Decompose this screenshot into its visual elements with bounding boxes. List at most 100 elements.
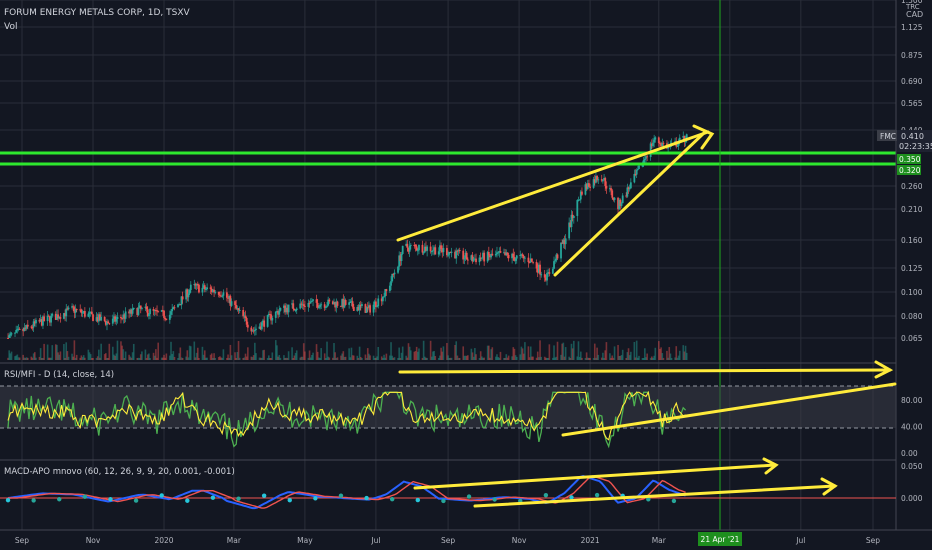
candle-body	[359, 304, 362, 307]
candle-body	[31, 327, 34, 329]
candle-body	[315, 299, 318, 303]
candle-body	[505, 252, 508, 256]
candle-body	[59, 317, 62, 319]
volume-bar	[194, 357, 197, 360]
macd-annotations[interactable]	[413, 457, 838, 508]
macd-trendline-upper[interactable]	[413, 463, 777, 490]
volume-bar	[617, 344, 619, 360]
volume-bar	[543, 356, 546, 360]
candle-body	[236, 308, 239, 310]
candle-body	[294, 310, 297, 312]
volume-bar	[621, 349, 624, 360]
volume-bar	[236, 352, 239, 360]
candle-body	[571, 214, 574, 218]
rsi-arrowhead-upper	[874, 360, 894, 379]
rsi-trendline-upper[interactable]	[398, 368, 892, 374]
candle-body	[625, 195, 628, 197]
candle-body	[563, 239, 566, 245]
volume-bar	[106, 357, 108, 360]
candle-body	[171, 309, 174, 312]
volume-bar	[626, 352, 629, 360]
volume-bar	[226, 357, 228, 360]
currency-top-label: TRC	[905, 3, 920, 11]
volume-bar	[206, 357, 208, 360]
candle-body	[415, 246, 418, 251]
candle-body	[96, 317, 99, 322]
volume-bar	[421, 357, 424, 360]
candle-body	[221, 295, 224, 297]
price-annotations[interactable]	[396, 124, 715, 277]
volume-bar	[89, 354, 92, 360]
volume-bar	[115, 353, 118, 360]
candle-body	[276, 311, 278, 313]
candle-body	[132, 308, 135, 310]
candle-body	[556, 254, 559, 259]
volume-bar	[478, 358, 481, 360]
volume-bar	[377, 346, 380, 360]
rsi-annotations[interactable]	[398, 360, 897, 437]
volume-bar	[400, 352, 403, 360]
rsi-tick-label: 0.00	[901, 449, 918, 458]
candle-body	[633, 173, 636, 183]
annotation-arrowhead	[692, 124, 715, 150]
candle-body	[65, 308, 68, 317]
volume-bar	[9, 353, 12, 360]
volume-bar	[579, 351, 582, 360]
volume-bar	[577, 341, 580, 360]
volume-bar	[429, 340, 432, 360]
candle-body	[291, 303, 293, 305]
volume-bar	[84, 357, 86, 360]
volume-bar	[449, 357, 452, 360]
volume-bar	[659, 348, 661, 360]
volume-bar	[524, 342, 526, 360]
volume-bar	[401, 346, 404, 360]
volume-bar	[178, 353, 180, 360]
annotation-trendline-upper[interactable]	[396, 130, 710, 242]
volume-bar	[250, 356, 253, 360]
volume-bar	[157, 342, 160, 360]
candle-body	[309, 301, 312, 304]
candle-body	[652, 142, 654, 146]
last-price-tag: 0.410	[901, 132, 924, 141]
volume-bar	[120, 341, 122, 360]
volume-bar	[148, 353, 150, 360]
cursor-date-tag: 21 Apr '21	[701, 535, 740, 544]
volume-bar	[188, 345, 191, 360]
candle-body	[569, 222, 572, 228]
volume-bar	[279, 357, 282, 360]
volume-bar	[351, 355, 354, 360]
volume-bar	[209, 354, 212, 360]
volume-bar	[393, 357, 396, 360]
rsi-trendline-lower[interactable]	[561, 382, 897, 437]
candle-body	[263, 320, 266, 327]
volume-bar	[384, 357, 387, 360]
candle-body	[212, 289, 214, 292]
candle-body	[253, 329, 256, 331]
countdown-tag: 02:23:35	[899, 142, 932, 151]
candle-body	[416, 250, 419, 252]
volume-bar	[271, 352, 274, 360]
candle-body	[124, 311, 127, 319]
volume-bar	[185, 356, 187, 360]
candle-body	[277, 311, 280, 315]
volume-bar	[637, 357, 639, 360]
macd-trendline-lower[interactable]	[473, 484, 837, 508]
candle-body	[392, 273, 395, 275]
candle-body	[629, 182, 632, 189]
volume-bar	[304, 351, 306, 360]
volume-bar	[285, 357, 288, 360]
candle-body	[384, 289, 387, 297]
candle-body	[685, 134, 688, 141]
volume-bar	[447, 355, 449, 360]
annotation-trendline-lower[interactable]	[553, 130, 707, 277]
volume-bar	[71, 353, 73, 360]
candle-body	[578, 199, 581, 201]
volume-bar	[677, 355, 680, 360]
volume-bar	[98, 349, 100, 360]
candle-body	[196, 284, 199, 286]
ticker-tag-bg	[877, 130, 897, 141]
candle-body	[292, 303, 295, 309]
volume-bar	[585, 352, 588, 360]
volume-bar	[684, 345, 687, 360]
